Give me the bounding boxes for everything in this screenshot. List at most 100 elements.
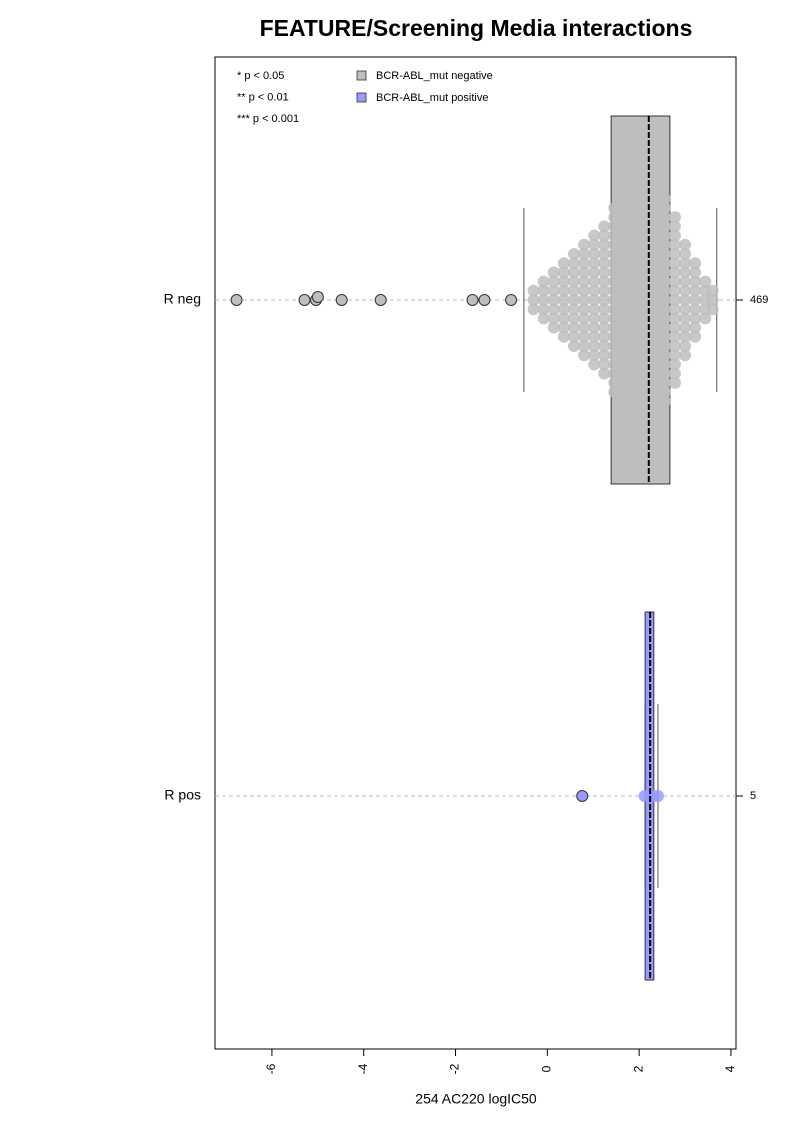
count-label: 469 [750, 294, 768, 306]
significance-note: ** p < 0.01 [237, 91, 289, 103]
data-point [598, 248, 611, 260]
data-point [557, 312, 570, 325]
data-point [648, 211, 661, 224]
data-point [618, 284, 631, 297]
data-point [689, 312, 702, 325]
x-axis-label: 254 AC220 logIC50 [415, 1091, 537, 1107]
significance-note: *** p < 0.001 [237, 113, 299, 125]
x-tick-label: 0 [540, 1065, 554, 1072]
data-point [668, 312, 681, 325]
data-point [668, 266, 681, 279]
data-point [578, 321, 591, 334]
data-point [679, 275, 692, 288]
data-point [648, 248, 661, 260]
data-point [638, 294, 651, 306]
data-point [658, 257, 671, 270]
data-point [557, 330, 570, 343]
data-point [648, 257, 661, 270]
legend-swatch [356, 70, 367, 81]
data-point [628, 275, 641, 288]
data-point [668, 367, 681, 380]
data-point [668, 284, 681, 297]
data-point [679, 340, 692, 352]
data-point [699, 275, 712, 288]
data-point [648, 395, 661, 408]
data-point [557, 275, 570, 288]
data-point [618, 248, 631, 260]
data-point [618, 275, 631, 288]
data-point [567, 248, 580, 260]
data-point [598, 367, 611, 380]
data-point [679, 248, 692, 260]
data-point [588, 349, 601, 362]
data-point [679, 238, 692, 251]
data-point [527, 284, 540, 297]
legend-swatch [356, 92, 367, 103]
data-point [567, 321, 580, 334]
data-point [578, 330, 591, 343]
data-point [557, 266, 570, 279]
data-point [618, 229, 631, 242]
data-point [658, 294, 671, 306]
data-point [628, 257, 641, 270]
data-point [547, 312, 560, 325]
data-point [588, 358, 601, 371]
data-point [628, 248, 641, 260]
data-point [618, 220, 631, 233]
data-point [618, 257, 631, 270]
data-point [608, 386, 621, 398]
data-point [578, 284, 591, 297]
data-point [598, 303, 611, 316]
outlier-point [576, 790, 589, 802]
data-point [537, 275, 550, 288]
data-point [567, 257, 580, 270]
data-point [567, 303, 580, 316]
data-point [706, 284, 719, 297]
data-point [557, 303, 570, 316]
data-point [658, 284, 671, 297]
data-point [658, 367, 671, 380]
data-point [547, 321, 560, 334]
data-point [608, 376, 621, 389]
data-point [648, 367, 661, 380]
data-point [618, 376, 631, 389]
data-point [638, 312, 651, 325]
data-point [679, 349, 692, 362]
x-tick-label: -6 [264, 1063, 278, 1074]
data-point [567, 294, 580, 306]
data-point [618, 340, 631, 352]
data-point [618, 294, 631, 306]
data-point [537, 312, 550, 325]
data-point [679, 312, 692, 325]
data-point [679, 294, 692, 306]
data-point [618, 312, 631, 325]
data-point [598, 294, 611, 306]
data-point [628, 395, 641, 408]
data-point [648, 202, 661, 214]
data-point [618, 358, 631, 371]
data-point [658, 275, 671, 288]
data-point [658, 238, 671, 251]
data-point [658, 395, 671, 408]
data-point [638, 367, 651, 380]
data-point [658, 358, 671, 371]
data-point [608, 220, 621, 233]
data-point [608, 330, 621, 343]
data-point [638, 229, 651, 242]
data-point [608, 211, 621, 224]
data-point [608, 303, 621, 316]
data-point [557, 321, 570, 334]
data-point [608, 248, 621, 260]
data-point [668, 330, 681, 343]
data-point [648, 275, 661, 288]
data-point [578, 312, 591, 325]
data-point [578, 294, 591, 306]
data-point [628, 386, 641, 398]
data-point [668, 321, 681, 334]
data-point [557, 257, 570, 270]
data-point [618, 349, 631, 362]
data-point [598, 321, 611, 334]
data-point [628, 238, 641, 251]
data-point [628, 294, 641, 306]
data-point [588, 275, 601, 288]
